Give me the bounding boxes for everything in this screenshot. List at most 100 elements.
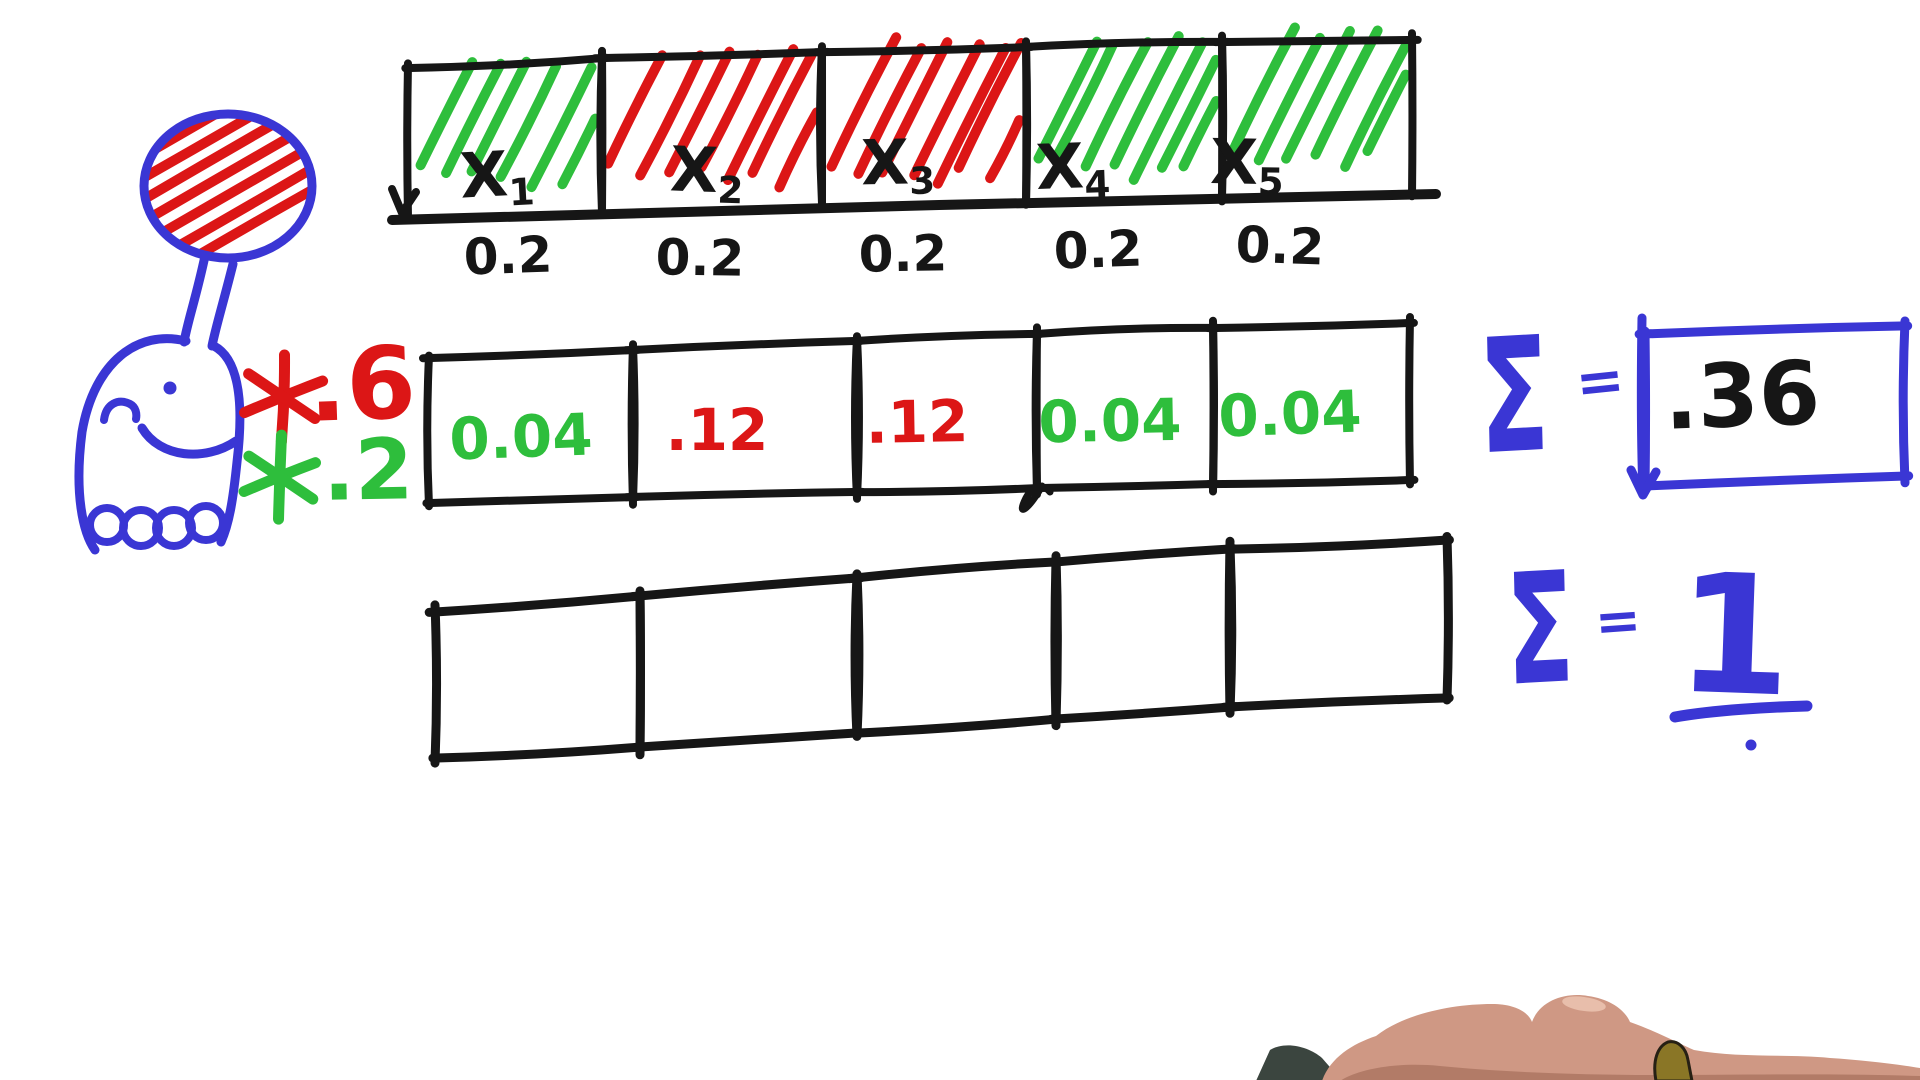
state-label-x4: X4 — [1035, 129, 1112, 207]
top-row-hatching — [415, 22, 1411, 193]
weight-box-3-bottom — [848, 484, 1044, 497]
hatch-stroke — [1109, 31, 1184, 170]
baseline-down-arrow — [388, 185, 420, 217]
hatch-stroke — [1156, 54, 1221, 173]
marker-tip — [1256, 1045, 1342, 1080]
hatch-stroke — [466, 56, 532, 177]
weighted-value-3: .12 — [865, 387, 969, 457]
hatch-stroke — [1052, 39, 1118, 160]
top-row-boxes — [387, 29, 1441, 225]
robot-brow — [100, 397, 141, 424]
hatch-stroke — [1253, 32, 1325, 166]
hatch-stroke — [664, 46, 735, 178]
normalized-box-2-left — [635, 586, 645, 755]
state-label-x3: X3 — [860, 126, 936, 203]
hatch-stroke — [441, 58, 506, 178]
balloon-hatch-stroke — [148, 149, 308, 254]
robot-neck-right — [207, 259, 238, 351]
red-star-spoke — [243, 368, 321, 424]
prior-prob-x3: 0.2 — [858, 224, 948, 284]
pen-loop-decoration — [1018, 482, 1054, 513]
state-label-x2-base: X — [669, 132, 720, 208]
prior-prob-x2: 0.2 — [655, 228, 745, 288]
sigma-symbol-normalized: Σ — [1504, 539, 1576, 721]
weight-box-5-right — [1405, 313, 1414, 489]
weighted-value-2: .12 — [665, 396, 769, 464]
state-label-x1: X1 — [458, 137, 536, 214]
presenter-hand — [1256, 995, 1920, 1080]
balloon-hatch-stroke — [148, 172, 308, 254]
balloon-hatch-stroke — [148, 118, 308, 212]
hatch-stroke — [1033, 36, 1102, 164]
sum-box-arrow-line — [1636, 313, 1648, 497]
weight-box-5-top — [1204, 318, 1418, 333]
state-label-x1-base: X — [458, 137, 510, 213]
robot-smile — [137, 423, 241, 459]
weighted-value-4: 0.04 — [1037, 385, 1183, 457]
normalized-box-5-right — [1442, 532, 1453, 705]
robot-figure — [74, 109, 317, 555]
sum-box-right — [1898, 316, 1910, 488]
state-box-3-top — [811, 42, 1036, 57]
hatch-stroke — [1281, 26, 1355, 164]
weight-box-5-left — [1209, 321, 1218, 494]
hatch-stroke — [877, 37, 953, 178]
hatch-stroke — [1340, 41, 1411, 172]
multiply-star-icons — [238, 349, 329, 525]
weight-box-4-bottom — [1030, 479, 1220, 493]
sum-one-underline — [1669, 700, 1813, 751]
hatch-stroke — [415, 57, 478, 171]
hatch-stroke — [696, 49, 763, 173]
weight-box-4-top — [1030, 323, 1222, 339]
hatch-stroke — [1128, 37, 1208, 185]
normalized-box-1-top — [424, 591, 648, 617]
one-underline-dot — [1745, 739, 1757, 751]
weight-box-3-top — [850, 329, 1045, 346]
sum-box-top — [1634, 321, 1913, 339]
balloon-outline — [139, 109, 317, 263]
prior-prob-x4: 0.2 — [1052, 219, 1144, 281]
normalized-box-5-bottom — [1219, 693, 1454, 712]
hand-shadow — [1341, 1064, 1920, 1080]
hatch-stroke — [774, 107, 822, 193]
knuckle-highlight — [1562, 996, 1606, 1012]
equals-sign-normalized: = — [1592, 586, 1644, 655]
hand-shape — [1322, 995, 1920, 1080]
state-box-2-left — [596, 51, 606, 217]
state-label-x5-base: X — [1209, 125, 1259, 199]
hatch-stroke — [747, 50, 817, 178]
state-label-x5-sub: 5 — [1257, 159, 1284, 204]
equals-sign-weights: = — [1572, 344, 1628, 418]
hatch-stroke — [1362, 69, 1411, 156]
normalized-box-1-bottom — [428, 742, 648, 763]
state-box-1-left — [403, 59, 412, 222]
normalized-box-3-bottom — [849, 714, 1065, 738]
normalized-box-4-bottom — [1047, 702, 1241, 724]
normalized-box-2-top — [628, 573, 866, 602]
robot-neck-left — [179, 251, 210, 347]
prior-prob-x5: 0.2 — [1234, 215, 1326, 277]
state-label-x4-sub: 4 — [1083, 161, 1112, 207]
hatch-stroke — [603, 50, 668, 169]
weight-box-3-left — [851, 332, 861, 503]
state-label-x5: X5 — [1210, 125, 1285, 204]
robot-body-left — [74, 334, 191, 555]
hatch-stroke — [635, 50, 706, 181]
sum-box-arrow-head — [1626, 465, 1661, 500]
hatch-stroke — [1310, 25, 1383, 160]
green-star-spoke — [243, 450, 319, 505]
hatch-stroke — [932, 43, 1011, 189]
sum-result-box — [1626, 313, 1914, 500]
sum-normalized-value: 1 — [1673, 537, 1795, 734]
normalized-box-5-left — [1225, 541, 1237, 717]
state-label-x3-sub: 3 — [908, 158, 936, 203]
normalized-box-4-left — [1050, 554, 1061, 731]
weight-box-2-left — [627, 340, 637, 509]
normalized-box-3-left — [850, 570, 862, 741]
multiplier-green-value: .2 — [321, 420, 415, 520]
weight-box-2-bottom — [622, 487, 867, 502]
normalized-box-5-top — [1221, 535, 1454, 554]
one-underline — [1669, 700, 1813, 723]
